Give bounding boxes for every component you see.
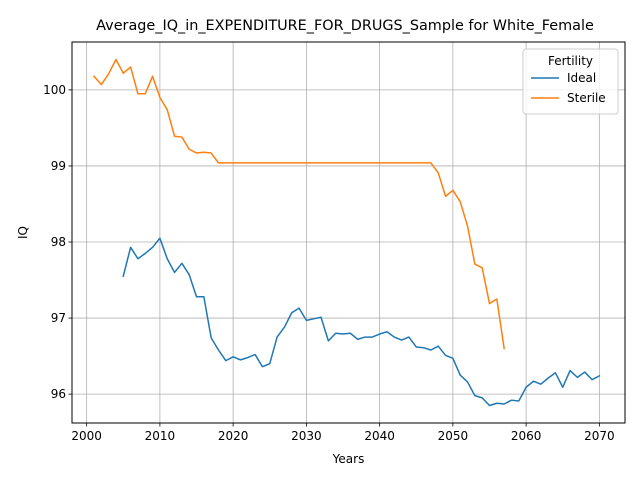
x-tick-label: 2040 <box>364 429 395 443</box>
x-tick-label: 2010 <box>145 429 176 443</box>
series-line-ideal <box>122 237 601 407</box>
legend-label-ideal: Ideal <box>567 71 596 85</box>
y-tick-label: 99 <box>51 159 66 173</box>
legend-label-sterile: Sterile <box>567 91 606 105</box>
legend: Fertility Ideal Sterile <box>522 48 619 115</box>
x-tick-label: 2060 <box>511 429 542 443</box>
x-tick-label: 2000 <box>71 429 102 443</box>
plot-area-frame <box>71 41 626 424</box>
y-tick-label: 97 <box>51 311 66 325</box>
x-tick-label: 2050 <box>438 429 469 443</box>
axis-ticks: 2000 2010 2020 2030 2040 2050 2060 2070 96 97 98 99… <box>43 83 615 443</box>
chart-title: Average_IQ_in_EXPENDITURE_FOR_DRUGS_Samp… <box>96 18 594 34</box>
legend-title: Fertility <box>548 54 593 68</box>
x-tick-label: 2070 <box>584 429 615 443</box>
x-tick-label: 2030 <box>291 429 322 443</box>
y-tick-label: 100 <box>43 83 66 97</box>
series-lines <box>92 58 601 407</box>
y-axis-label: IQ <box>16 226 30 239</box>
series-line-sterile <box>92 58 506 350</box>
y-tick-label: 96 <box>51 387 66 401</box>
x-tick-label: 2020 <box>218 429 249 443</box>
x-axis-label: Years <box>332 452 365 466</box>
y-tick-label: 98 <box>51 235 66 249</box>
